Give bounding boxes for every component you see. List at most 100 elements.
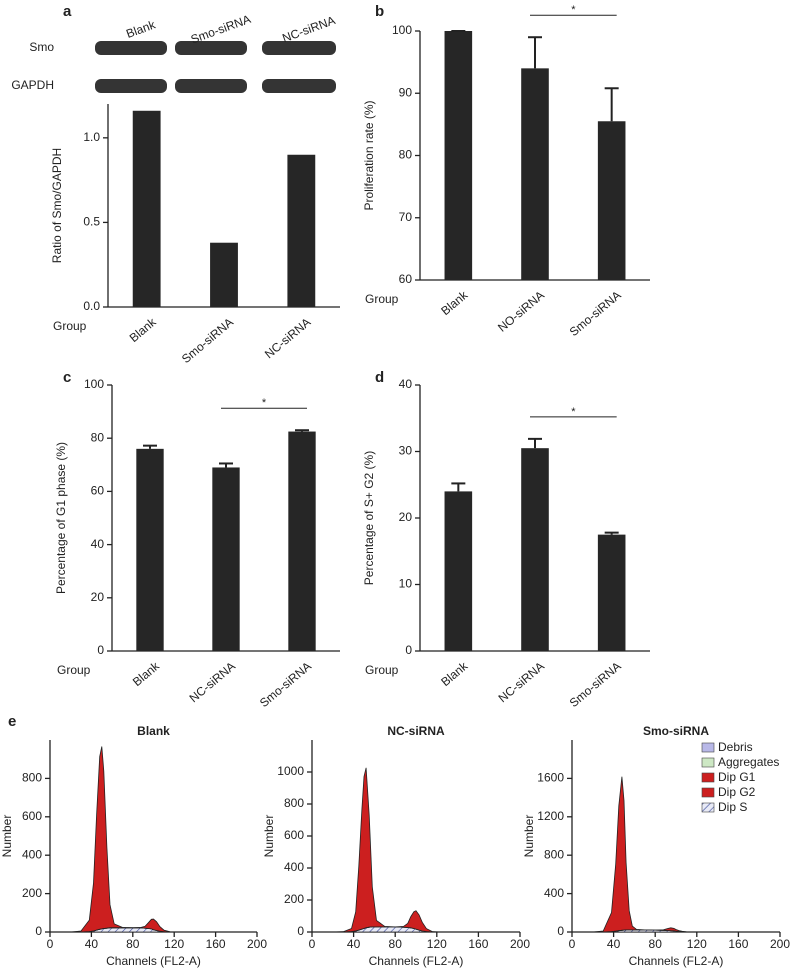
x-tick-label: Smo-siRNA — [179, 315, 236, 366]
y-axis-label: Percentage of G1 phase (%) — [54, 442, 68, 594]
x-tick-label: Blank — [438, 658, 471, 689]
y-tick-label: 1600 — [537, 771, 564, 785]
legend-label: Dip S — [718, 800, 747, 814]
chart-title: NC-siRNA — [387, 724, 445, 738]
y-tick-label: 1.0 — [83, 130, 100, 144]
blot-band — [262, 41, 336, 55]
x-tick-label: 160 — [206, 937, 226, 951]
x-tick-label: Smo-siRNA — [567, 659, 624, 710]
significance-label: * — [571, 406, 576, 418]
y-axis-label: Number — [522, 815, 536, 858]
y-tick-label: 400 — [284, 860, 304, 874]
area — [332, 910, 479, 933]
y-tick-label: 90 — [399, 85, 413, 99]
x-tick-label: 200 — [510, 937, 530, 951]
y-tick-label: 100 — [84, 377, 104, 391]
area — [70, 918, 216, 933]
y-tick-label: 0 — [405, 643, 412, 657]
y-tick-label: 800 — [22, 771, 42, 785]
y-tick-label: 30 — [399, 444, 413, 458]
legend-swatch — [701, 802, 715, 813]
chart-title: Smo-siRNA — [643, 724, 709, 738]
blot-row-label: GAPDH — [11, 78, 54, 92]
y-axis-label: Ratio of Smo/GAPDH — [50, 148, 64, 263]
y-axis-label: Number — [0, 815, 14, 858]
y-axis-label: Percentage of S+ G2 (%) — [362, 451, 376, 585]
x-tick-label: 160 — [728, 937, 748, 951]
x-tick-label: Smo-siRNA — [257, 659, 314, 710]
x-tick-label: 200 — [770, 937, 790, 951]
x-tick-label: 40 — [85, 937, 99, 951]
x-tick-label: 40 — [347, 937, 361, 951]
x-tick-label: 0 — [47, 937, 54, 951]
x-tick-label: Blank — [127, 314, 160, 345]
x-tick-label: 120 — [427, 937, 447, 951]
bar — [136, 448, 164, 651]
y-tick-label: 10 — [399, 577, 413, 591]
bar — [597, 121, 626, 280]
x-tick-label: 80 — [649, 937, 663, 951]
significance-label: * — [571, 4, 576, 16]
x-tick-label: NC-siRNA — [262, 315, 313, 361]
area — [332, 767, 479, 933]
y-tick-label: 200 — [284, 892, 304, 906]
bar — [287, 154, 316, 307]
x-tick-label: 160 — [468, 937, 488, 951]
y-tick-label: 400 — [544, 886, 564, 900]
blot-band — [175, 41, 247, 55]
area — [592, 776, 739, 933]
area — [70, 746, 216, 933]
bar — [444, 31, 473, 280]
legend-label: Dip G2 — [718, 785, 756, 799]
bar — [288, 431, 316, 651]
x-tick-label: 80 — [126, 937, 140, 951]
legend-swatch — [701, 757, 715, 768]
y-tick-label: 40 — [399, 377, 413, 391]
x-axis-label: Group — [365, 663, 399, 677]
significance-label: * — [262, 397, 267, 409]
y-tick-label: 0 — [557, 924, 564, 938]
x-tick-label: 0 — [569, 937, 576, 951]
y-tick-label: 600 — [22, 809, 42, 823]
blot-band — [175, 79, 247, 93]
x-axis-label: Group — [365, 292, 399, 306]
x-axis-label: Channels (FL2-A) — [106, 954, 201, 968]
y-tick-label: 40 — [91, 537, 105, 551]
y-tick-label: 100 — [392, 23, 412, 37]
x-axis-label: Group — [57, 663, 91, 677]
legend-label: Debris — [718, 740, 753, 754]
area — [592, 927, 739, 933]
y-tick-label: 0.0 — [83, 299, 100, 313]
blot-band — [95, 79, 167, 93]
panel-letter: d — [375, 369, 384, 386]
legend-label: Aggregates — [718, 755, 779, 769]
legend-label: Dip G1 — [718, 770, 756, 784]
chart-title: Blank — [137, 724, 170, 738]
y-tick-label: 400 — [22, 847, 42, 861]
y-tick-label: 1000 — [277, 764, 304, 778]
y-axis-label: Number — [262, 815, 276, 858]
blot-band — [95, 41, 167, 55]
y-tick-label: 80 — [399, 148, 413, 162]
y-tick-label: 60 — [399, 272, 413, 286]
legend-swatch — [701, 742, 715, 753]
x-tick-label: 0 — [309, 937, 316, 951]
bar — [521, 448, 549, 651]
y-axis-label: Proliferation rate (%) — [362, 100, 376, 210]
x-tick-label: Blank — [438, 287, 471, 318]
y-tick-label: 0.5 — [83, 215, 100, 229]
y-tick-label: 20 — [399, 510, 413, 524]
panel-letter: c — [63, 369, 71, 386]
bar — [597, 534, 626, 651]
y-tick-label: 0 — [35, 924, 42, 938]
x-tick-label: NC-siRNA — [496, 659, 547, 705]
y-tick-label: 80 — [91, 430, 105, 444]
bar — [444, 491, 473, 651]
x-tick-label: Smo-siRNA — [567, 288, 624, 339]
x-axis-label: Group — [53, 319, 87, 333]
y-tick-label: 0 — [297, 924, 304, 938]
x-tick-label: NO-siRNA — [495, 288, 547, 335]
blot-lane-label: Blank — [124, 17, 158, 41]
